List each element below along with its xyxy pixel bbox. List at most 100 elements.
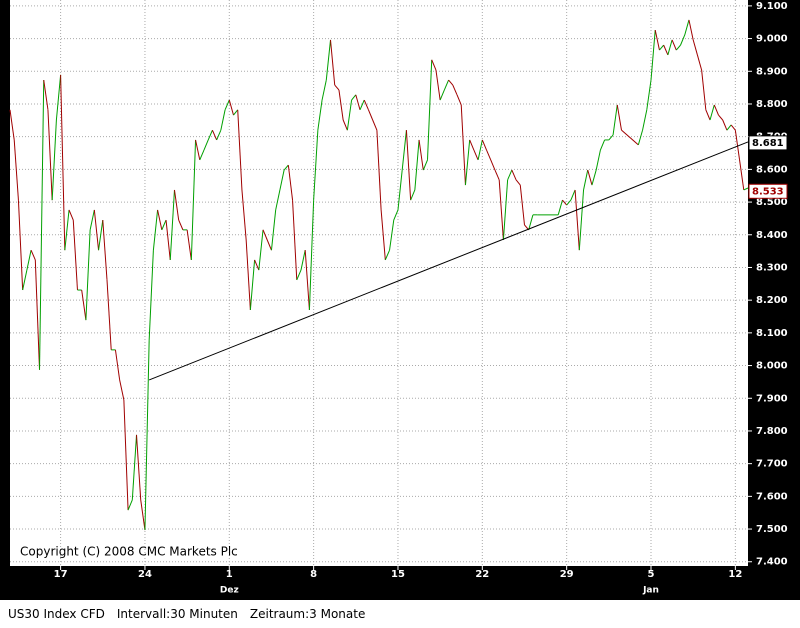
price-segment	[401, 130, 407, 171]
x-tick-label: 29	[560, 569, 574, 580]
price-segment	[330, 39, 336, 86]
price-segment	[81, 289, 87, 321]
x-tick-label: 17	[54, 569, 68, 580]
price-segment	[570, 189, 576, 201]
y-tick-label: 8.800	[756, 99, 788, 110]
period: Zeitraum:3 Monate	[249, 607, 366, 621]
price-segment	[114, 349, 121, 381]
y-tick-label: 7.400	[756, 557, 788, 568]
price-segment	[616, 104, 622, 131]
price-segment	[612, 104, 618, 136]
price-segment	[671, 39, 677, 51]
price-segment	[684, 19, 690, 36]
price-segment	[262, 229, 268, 241]
price-segment	[456, 94, 462, 106]
price-segment	[718, 114, 724, 121]
x-tick-label: 15	[391, 569, 405, 580]
price-segment	[342, 119, 348, 131]
price-segment	[490, 159, 496, 171]
price-segment	[557, 199, 563, 215]
price-segment	[372, 119, 378, 131]
price-segment	[127, 499, 133, 511]
price-segment	[389, 219, 395, 251]
price-segment	[106, 279, 112, 350]
price-segment	[637, 129, 644, 145]
price-marker-label: 8.681	[752, 138, 784, 149]
price-segment	[102, 220, 108, 280]
price-segment	[739, 159, 745, 191]
price-segment	[321, 80, 327, 101]
price-segment	[422, 159, 428, 171]
price-segment	[334, 84, 340, 91]
price-segment	[241, 189, 247, 241]
price-segment	[190, 139, 197, 260]
price-segment	[346, 99, 353, 131]
price-segment	[169, 189, 175, 260]
price-segment	[730, 124, 736, 131]
price-segment	[376, 130, 382, 210]
price-segment	[502, 179, 509, 241]
price-segment	[675, 44, 681, 51]
price-segment	[270, 209, 277, 251]
price-segment	[481, 139, 487, 151]
price-segment	[140, 499, 146, 531]
price-segment	[98, 219, 104, 251]
y-tick-label: 8.400	[756, 230, 788, 241]
price-segment	[578, 189, 585, 251]
price-segment	[304, 250, 310, 311]
y-tick-label: 7.700	[756, 459, 788, 470]
y-tick-label: 7.900	[756, 393, 788, 404]
price-segment	[405, 130, 412, 201]
price-segment	[498, 179, 504, 241]
price-segment	[414, 139, 420, 191]
price-segment	[511, 169, 517, 181]
price-segment	[216, 129, 222, 141]
y-tick-label: 7.600	[756, 491, 788, 502]
price-segment	[300, 250, 306, 271]
price-segment	[528, 214, 534, 231]
y-tick-label: 9.100	[756, 1, 788, 12]
price-segment	[17, 200, 24, 291]
price-segment	[384, 249, 391, 261]
price-segment	[292, 200, 298, 280]
price-segment	[249, 259, 256, 311]
price-segment	[245, 239, 251, 311]
price-segment	[574, 189, 580, 251]
price-segment	[89, 209, 95, 230]
price-segment	[713, 104, 719, 116]
price-segment	[266, 239, 272, 251]
price-segment	[397, 169, 403, 210]
price-segment	[393, 209, 399, 221]
x-tick-label: 24	[138, 569, 152, 580]
price-segment	[203, 139, 209, 151]
footer: US30 Index CFD Intervall:30 Minuten Zeitra…	[0, 600, 800, 625]
price-segment	[452, 84, 458, 96]
price-segment	[494, 169, 500, 181]
price-segment	[287, 165, 294, 201]
price-segment	[418, 139, 424, 171]
price-segment	[688, 19, 694, 40]
y-tick-label: 7.800	[756, 426, 788, 437]
price-segment	[587, 169, 593, 186]
price-segment	[296, 269, 302, 281]
price-segment	[355, 94, 361, 110]
price-segment	[562, 199, 568, 206]
price-segment	[85, 229, 91, 321]
price-segment	[157, 209, 163, 230]
price-segment	[583, 169, 589, 191]
price-segment	[595, 149, 601, 171]
price-segment	[279, 169, 285, 191]
price-segment	[9, 109, 15, 141]
price-segment	[34, 259, 41, 370]
x-tick-label: 12	[728, 569, 742, 580]
y-tick-label: 8.000	[756, 361, 788, 372]
price-segment	[443, 79, 450, 91]
price-segment	[199, 149, 205, 161]
x-tick-label: 22	[475, 569, 489, 580]
price-segment	[258, 229, 264, 271]
price-segment	[464, 139, 471, 186]
price-segment	[380, 209, 386, 260]
copyright: Copyright (C) 2008 CMC Markets Plc	[20, 545, 238, 559]
price-segment	[220, 109, 226, 131]
